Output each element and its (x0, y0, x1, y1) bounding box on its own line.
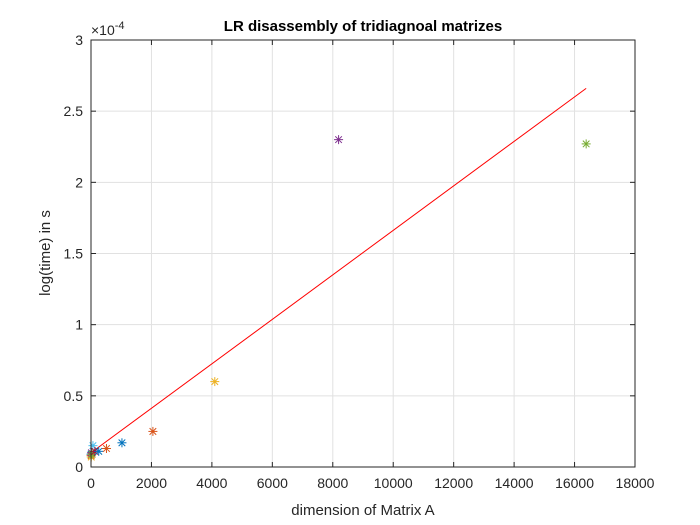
fit-line (90, 87, 587, 454)
y-axis: 0 0.5 1 1.5 2 2.5 3 (64, 32, 635, 475)
marker-stroke (334, 135, 343, 144)
y-tick-label: 3 (75, 32, 83, 48)
y-tick-label: 1.5 (64, 246, 84, 262)
x-tick-label: 14000 (495, 475, 534, 491)
chart-title: LR disassembly of tridiagnoal matrizes (224, 18, 502, 35)
x-tick-label: 18000 (616, 475, 655, 491)
x-tick-label: 10000 (374, 475, 413, 491)
x-tick-label: 2000 (136, 475, 167, 491)
y-tick-label: 1 (75, 317, 83, 333)
fit-line-group (90, 87, 587, 454)
data-point (101, 443, 111, 453)
x-tick-label: 0 (87, 475, 95, 491)
y-tick-label: 0.5 (64, 388, 84, 404)
x-tick-label: 6000 (257, 475, 288, 491)
y-tick-label: 2.5 (64, 103, 84, 119)
marker-stroke (118, 439, 126, 447)
y-exponent-base: ×10 (91, 22, 115, 38)
y-axis-label: log(time) in s (37, 210, 54, 296)
x-tick-label: 4000 (196, 475, 227, 491)
marker-stroke (95, 447, 103, 455)
data-point (334, 135, 344, 145)
x-tick-label: 8000 (317, 475, 348, 491)
data-point (210, 377, 220, 387)
marker-stroke (582, 140, 590, 148)
x-axis-label: dimension of Matrix A (291, 502, 434, 519)
marker-stroke (211, 377, 219, 386)
y-tick-label: 2 (75, 174, 83, 190)
data-point (148, 426, 158, 436)
marker-stroke (149, 427, 157, 436)
y-tick-label: 0 (75, 459, 83, 475)
marker-stroke (102, 444, 111, 453)
y-exponent-power: -4 (115, 20, 125, 32)
x-tick-label: 12000 (434, 475, 473, 491)
data-point (94, 446, 104, 456)
x-tick-label: 16000 (555, 475, 594, 491)
x-axis: 0 2000 4000 6000 8000 10000 12000 14000 16000 180… (87, 40, 655, 491)
data-point (581, 139, 591, 149)
data-point (117, 438, 127, 448)
y-exponent: ×10-4 (91, 20, 125, 38)
